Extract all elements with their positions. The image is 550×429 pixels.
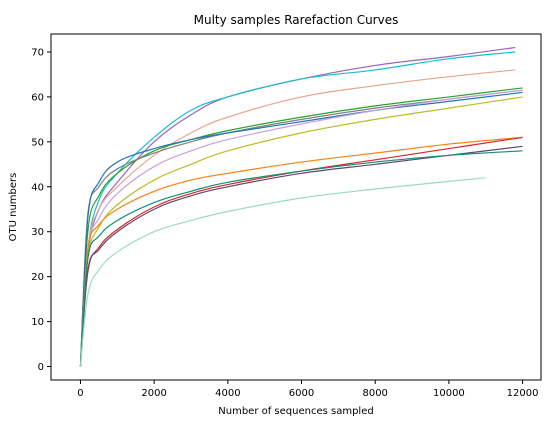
x-tick-label: 10000 [433,388,465,399]
y-tick-label: 0 [38,362,44,373]
series-layer [79,46,523,367]
series-line-6 [79,96,523,367]
x-tick-label: 0 [77,388,83,399]
series-line-13 [79,177,486,367]
y-tick-label: 50 [31,137,44,148]
series-line-1 [79,46,516,367]
series-line-2 [79,51,516,367]
x-tick-label: 6000 [289,388,314,399]
series-line-9 [79,136,523,367]
series-line-11 [79,145,523,367]
y-tick-label: 30 [31,227,44,238]
series-line-12 [79,150,523,367]
y-tick-label: 70 [31,47,44,58]
x-tick-label: 8000 [362,388,387,399]
series-line-8 [79,89,523,367]
y-tick-label: 60 [31,92,44,103]
plot-frame [50,33,542,381]
series-line-5 [79,89,523,367]
series-line-3 [79,69,516,367]
y-tick-label: 20 [31,272,44,283]
series-line-10 [79,136,523,367]
x-tick-label: 4000 [215,388,240,399]
x-tick-label: 12000 [507,388,539,399]
y-tick-label: 40 [31,182,44,193]
series-line-7 [79,91,523,367]
series-line-4 [79,87,523,367]
y-tick-label: 10 [31,317,44,328]
x-axis: 0 2000 4000 6000 8000 10000 12000 [77,380,538,399]
y-axis: 0 10 20 30 40 50 60 70 [31,47,51,373]
x-axis-label: Number of sequences sampled [218,406,373,417]
y-axis-label: OTU numbers [8,173,19,242]
chart-title: Multy samples Rarefaction Curves [194,13,399,27]
x-tick-label: 2000 [141,388,166,399]
